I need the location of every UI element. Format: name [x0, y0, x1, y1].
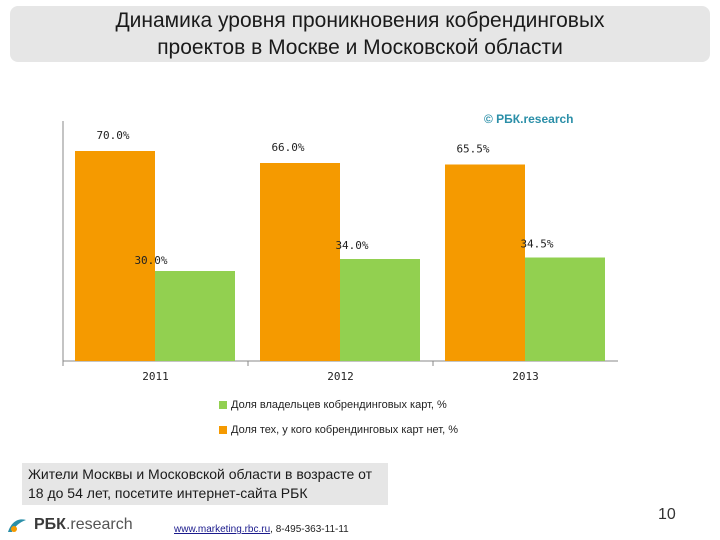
- data-label: 34.0%: [335, 239, 368, 252]
- data-label: 30.0%: [134, 254, 167, 267]
- rbc-research-logo: РБК.research: [6, 516, 133, 534]
- bar-owners-2012: [340, 259, 420, 361]
- sample-note: Жители Москвы и Московской области в воз…: [22, 463, 388, 505]
- copyright-label: © РБК.research: [484, 112, 574, 126]
- data-label: 65.5%: [456, 143, 489, 156]
- logo-sub: .research: [65, 516, 133, 533]
- x-tick-label: 2011: [142, 370, 169, 383]
- page-number: 10: [658, 506, 676, 523]
- website-link[interactable]: www.marketing.rbc.ru: [174, 524, 271, 535]
- bar-owners-2013: [525, 257, 605, 361]
- logo-brand: РБК: [34, 516, 66, 533]
- logo-mark-icon: [8, 519, 26, 532]
- x-tick-label: 2012: [327, 370, 354, 383]
- legend-swatch-owners: [219, 401, 227, 409]
- page-title: Динамика уровня проникновения кобрендинг…: [115, 9, 605, 59]
- footer-contacts: www.marketing.rbc.ru, 8-495-363-11-11: [174, 524, 349, 535]
- bar-owners-2011: [155, 271, 235, 361]
- bar-chart: 2011 70.0% 30.0% 2012 66.0% 34.0% 2013 65.5% 34.…: [62, 121, 618, 383]
- legend-item-owners: Доля владельцев кобрендинговых карт, %: [219, 399, 447, 411]
- title-box: Динамика уровня проникновения кобрендинг…: [10, 6, 710, 62]
- logo-text: РБК.research: [34, 516, 133, 534]
- data-label: 66.0%: [271, 141, 304, 154]
- bar-non-owners-2012: [260, 163, 340, 361]
- x-tick-label: 2013: [512, 370, 539, 383]
- bar-non-owners-2013: [445, 164, 525, 361]
- data-label: 70.0%: [96, 129, 129, 142]
- legend-swatch-non-owners: [219, 426, 227, 434]
- legend-label-non-owners: Доля тех, у кого кобрендинговых карт нет…: [231, 424, 459, 436]
- legend-label-owners: Доля владельцев кобрендинговых карт, %: [231, 399, 447, 411]
- phone-number: , 8-495-363-11-11: [270, 524, 349, 535]
- legend-item-non-owners: Доля тех, у кого кобрендинговых карт нет…: [219, 424, 458, 436]
- data-label: 34.5%: [520, 238, 553, 251]
- bar-non-owners-2011: [75, 151, 155, 361]
